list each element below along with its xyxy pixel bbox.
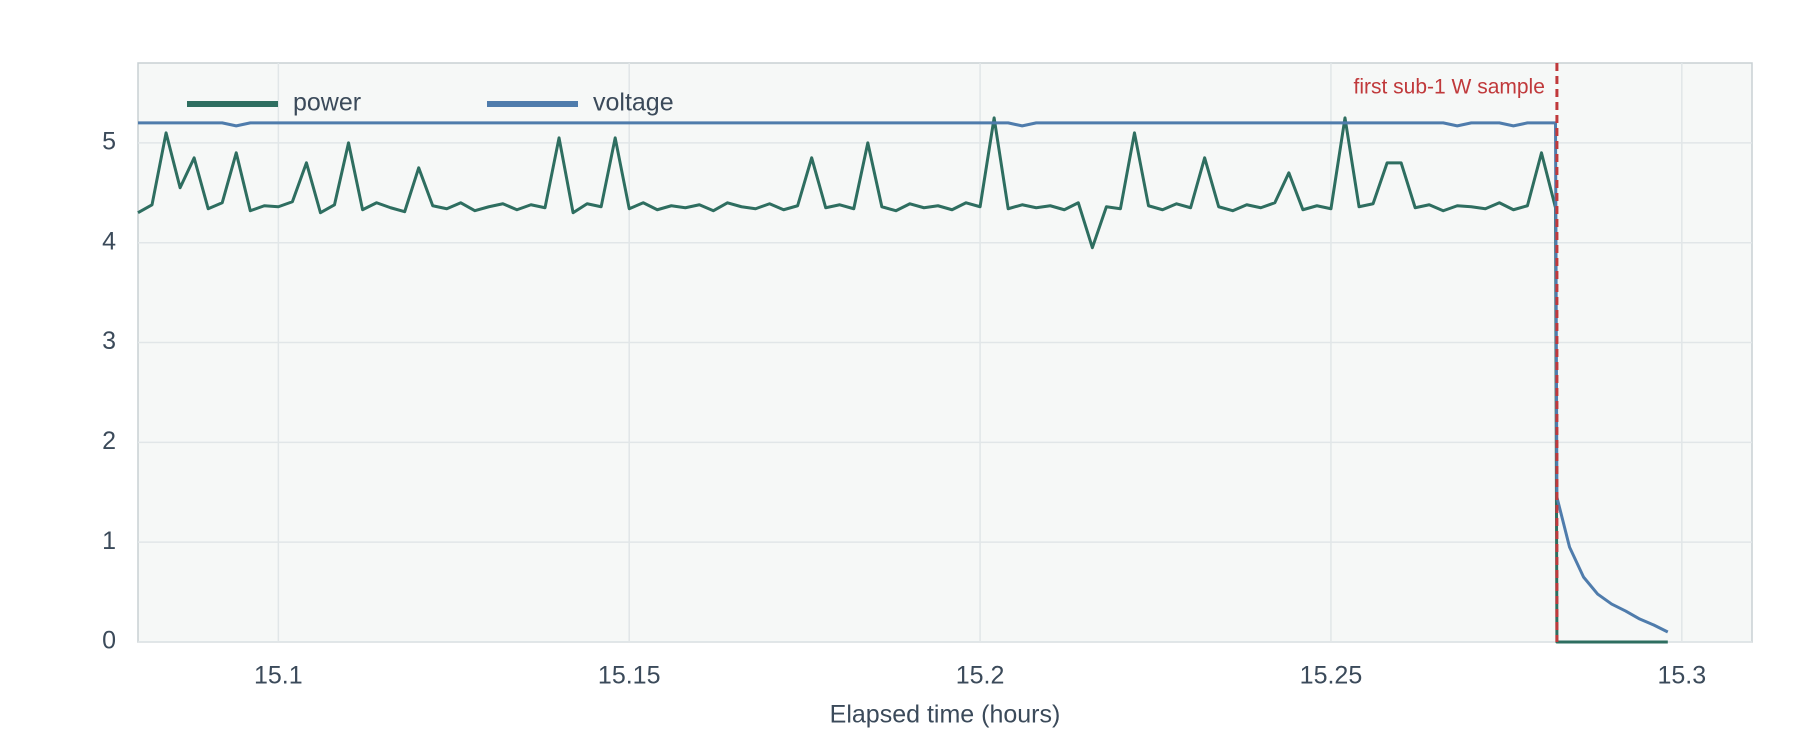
x-tick-label: 15.25: [1300, 662, 1363, 690]
annotation-text: first sub-1 W sample: [1354, 76, 1545, 99]
x-tick-label: 15.1: [254, 662, 303, 690]
series-line: [138, 121, 1669, 634]
x-tick-label: 15.3: [1657, 662, 1706, 690]
x-tick-label: 15.2: [956, 662, 1005, 690]
y-tick-label: 0: [102, 627, 116, 655]
x-tick-label: 15.15: [598, 662, 661, 690]
y-tick-label: 1: [102, 527, 116, 555]
plot-area: [137, 62, 1753, 643]
y-tick-label: 5: [102, 127, 116, 155]
y-tick-label: 4: [102, 227, 116, 255]
series-line: [137, 116, 1668, 644]
legend-label: voltage: [593, 89, 674, 117]
x-axis-label: Elapsed time (hours): [830, 701, 1061, 729]
legend-label: power: [293, 89, 361, 117]
y-tick-label: 3: [102, 327, 116, 355]
y-tick-label: 2: [102, 427, 116, 455]
